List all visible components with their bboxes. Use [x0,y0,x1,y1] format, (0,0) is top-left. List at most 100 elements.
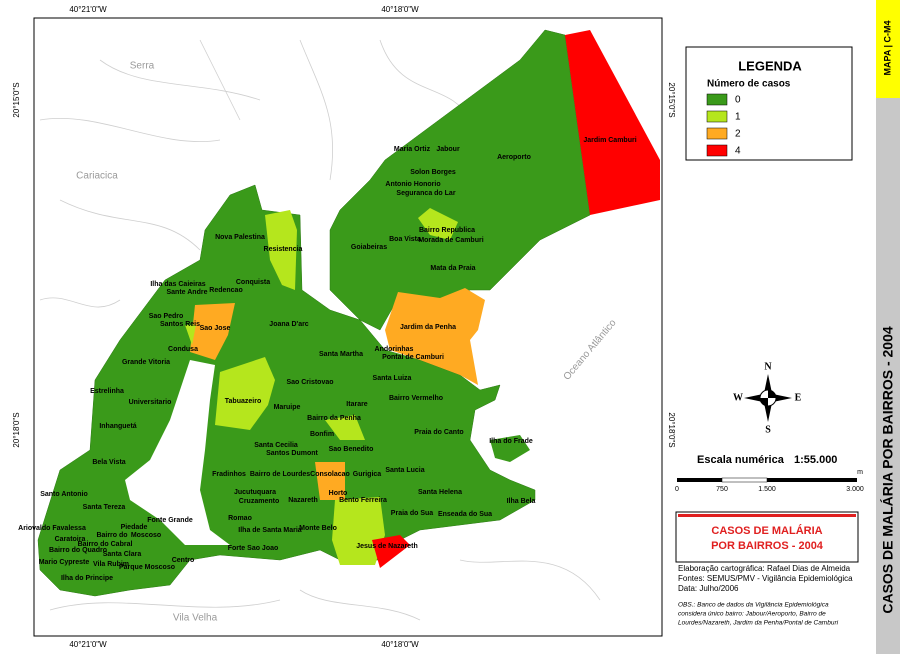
legend-swatch [706,110,728,123]
neighborhood-label: Bela Vista [92,459,125,466]
neighborhood-label: Pontal de Camburi [382,354,444,361]
neighborhood-label: Bairro da Penha [307,415,361,422]
neighborhood-label: Jesus de Nazareth [356,543,417,550]
neighborhood-label: Praia do Sua [391,510,434,517]
neighborhood-label: Ilha Bela [507,498,536,505]
neighborhood-label: Bento Ferreira [339,497,387,504]
area-one-case [185,325,196,345]
neighborhood-label: Bairro Vermelho [389,395,443,402]
scale-bar [721,477,768,483]
legend-item: 0 [735,95,741,106]
neighborhood-label: Fradinhos [212,471,246,478]
area-two-cases [315,462,345,500]
neighborhood-label: Redencao [209,287,242,294]
scale: Escala numérica 1:55.000 0 750 1.500 3.0… [675,454,864,493]
scale-unit: m [857,469,863,476]
neighborhood-label: Horto [329,490,348,497]
neighborhood-label: Sao Jose [200,325,231,332]
scale-tick: 750 [716,486,728,493]
neighborhood-label: Santos Dumont [266,450,318,457]
side-strip: MAPA | C-M4 CASOS DE MALÁRIA POR BAIRROS… [876,0,900,654]
neighborhood-label: Maruipe [274,404,301,411]
neighborhood-label: Seguranca do Lar [396,190,455,197]
side-tag-band [876,0,900,98]
neighborhood-label: Santa Helena [418,489,462,496]
area-two-cases [385,288,485,385]
legend-title: LEGENDA [738,58,802,73]
neighborhood-label: Consolacao [310,471,350,478]
scale-bar [767,478,857,482]
side-tag: MAPA | C-M4 [882,20,892,75]
neighborhood-label: Vila Rubim [93,561,129,568]
neighborhood-label: Condusa [168,346,198,353]
neighborhood-label: Maria Ortiz [394,146,431,153]
legend-item: 1 [735,112,741,123]
legend-subtitle: Número de casos [707,79,791,90]
neighborhood-label: Conquista [236,279,270,286]
area-one-case [418,208,458,240]
compass-n: N [764,361,772,372]
neighborhood-label: Resistencia [264,246,303,253]
continent-zero-cases [329,29,591,331]
scale-ratio: 1:55.000 [794,454,837,466]
scale-tick: 0 [675,486,679,493]
scale-tick: 1.500 [758,486,776,493]
neighborhood-label: Solon Borges [410,169,456,176]
neighborhood-label: Gurigica [353,471,382,478]
neighborhood-label: Caratoira [55,536,86,543]
neighborhood-label: Santa Luiza [373,375,412,382]
neighborhood-label: Santos Reis [160,321,200,328]
neighborhood-label: Ilha do Principe [61,575,113,582]
neighborhood-label: Joana D'arc [269,321,309,328]
neighborhood-label: Romao [228,515,252,522]
neighborhood-label: Santa Lucia [385,467,424,474]
legend-swatch [706,144,728,157]
neighborhood-label: Santa Tereza [83,504,126,511]
neighborhood-label: Bonfim [310,431,334,438]
neighborhood-label: Inhanguetá [99,423,136,430]
side-band [876,0,900,654]
obs-line: OBS.: Banco de dados da Vigilância Epide… [678,602,829,609]
coord-label: 40°21'0"W [69,640,107,649]
title-stripe [678,514,856,517]
scale-title: Escala numérica [697,454,785,466]
neighborhood-label: Ariovaldo Favalessa [18,525,86,532]
neighborhood-label: Grande Vitoria [122,359,170,366]
neighborhood-label: Bairro do Cabral [78,541,133,548]
neighborhood-label: Jardim Camburi [583,137,636,144]
neighborhood-label: Mario Cypreste [39,559,90,566]
area-four-cases [372,535,410,568]
area-one-case [215,357,275,430]
neighborhood-label: Santa Martha [319,351,363,358]
neighborhood-label: Nazareth [288,497,318,504]
neighborhood-label: Ilha das Caieiras [150,281,205,288]
neighborhood-label: Cruzamento [239,498,279,505]
title-frame [675,511,859,563]
neighborhood-label: Enseada do Sua [438,511,492,518]
compass-w: W [733,392,743,403]
neighborhood-label: Ilha do Frade [489,438,533,445]
neighborhood-label: Itarare [346,401,368,408]
neighborhood-label: Praia do Canto [414,429,463,436]
legend-item: 2 [735,129,741,140]
neighborhood-label: Andorinhas [375,346,414,353]
neighborhood-label: Universitario [129,399,172,406]
neighborhood-label: Bairro do Quadro [49,547,107,554]
background-roads [39,39,601,621]
area-one-case [325,415,365,440]
area-one-case [332,497,385,565]
neighborhood-label: Santo Antonio [40,491,88,498]
neighborhood-label: Monte Belo [299,525,337,532]
legend-item: 4 [735,146,741,157]
neighborhood-label: Santa Clara [103,551,142,558]
compass-e: E [795,392,802,403]
coord-label: 20°15'0"S [12,82,21,117]
coord-label: 20°18'0"S [667,412,676,447]
credit-line: Elaboração cartográfica: Rafael Dias de … [678,564,851,573]
obs-line: Lourdes/Nazareth, Jardim da Penha/Pontal… [678,620,839,627]
neighborhood-label: Sao Pedro [149,313,184,320]
neighborhood-label: Santa Cecilia [254,442,298,449]
neighborhood-label: Aeroporto [497,154,531,161]
neighborhood-label: Ilha de Santa Maria [238,527,302,534]
